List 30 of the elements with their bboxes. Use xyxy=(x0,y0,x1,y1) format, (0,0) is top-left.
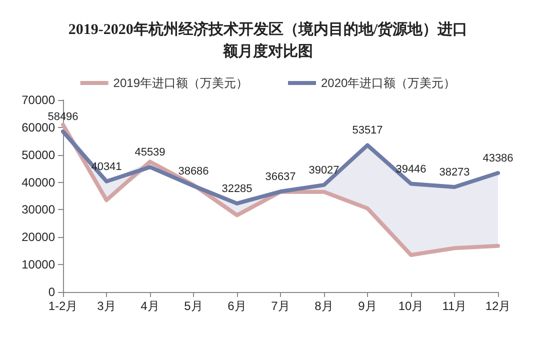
y-tick-label: 20000 xyxy=(22,230,56,244)
x-tick-label: 7月 xyxy=(271,299,290,313)
data-label: 38273 xyxy=(439,166,470,179)
data-label: 45539 xyxy=(134,146,166,159)
chart-title: 2019-2020年杭州经济技术开发区（境内目的地/货源地）进口额月度对比图 xyxy=(68,20,468,60)
legend-label: 2019年进口额（万美元） xyxy=(113,76,248,90)
y-tick-label: 70000 xyxy=(22,93,56,107)
y-tick-label: 0 xyxy=(48,285,56,299)
data-label: 39027 xyxy=(308,164,340,176)
data-label: 32285 xyxy=(222,182,252,195)
x-tick-label: 9月 xyxy=(358,299,377,313)
x-tick-label: 3月 xyxy=(97,299,116,313)
y-tick-label: 50000 xyxy=(22,148,56,162)
x-tick-label: 1-2月 xyxy=(48,299,78,313)
x-tick-label: 8月 xyxy=(314,299,334,313)
data-label: 36637 xyxy=(265,171,296,184)
data-label: 43386 xyxy=(482,152,514,164)
data-label: 38686 xyxy=(178,165,209,178)
y-tick-label: 30000 xyxy=(22,202,56,217)
data-label: 53517 xyxy=(352,124,383,137)
x-tick-label: 10月 xyxy=(398,299,424,313)
y-tick-label: 10000 xyxy=(22,258,56,272)
x-tick-label: 11月 xyxy=(442,299,467,313)
x-tick-label: 4月 xyxy=(140,299,160,313)
data-label: 39446 xyxy=(396,163,426,176)
x-tick-label: 12月 xyxy=(485,299,511,313)
x-tick-label: 6月 xyxy=(228,299,246,313)
legend-label: 2020年进口额（万美元） xyxy=(321,76,456,90)
x-tick-label: 5月 xyxy=(184,299,203,313)
y-tick-label: 40000 xyxy=(22,175,56,190)
